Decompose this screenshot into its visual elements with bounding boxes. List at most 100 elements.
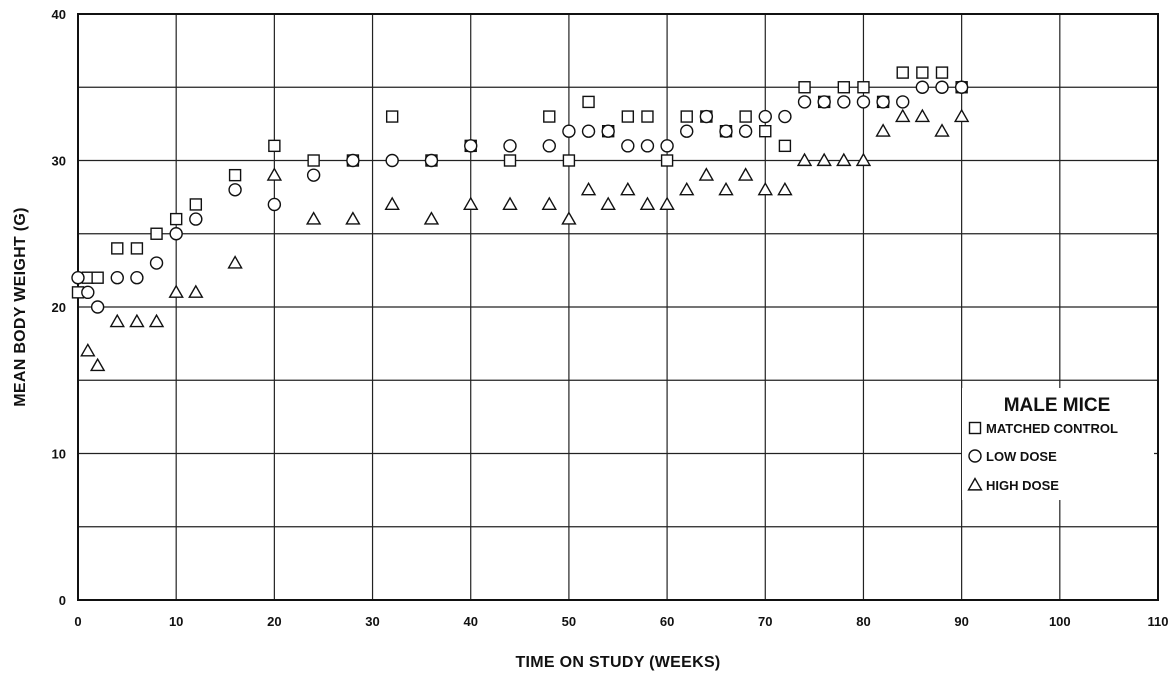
circle-point [680, 124, 694, 138]
triangle-point [875, 123, 891, 137]
triangle-point [914, 108, 931, 123]
x-tick-label: 70 [758, 614, 772, 629]
square-point [111, 242, 124, 255]
circle-point [738, 124, 753, 138]
legend-circle-icon [968, 449, 982, 463]
triangle-point [129, 313, 145, 328]
circle-point [503, 139, 517, 153]
triangle-point [188, 284, 204, 298]
square-point [935, 66, 949, 79]
circle-point [758, 109, 772, 124]
triangle-point [148, 313, 165, 328]
circle-point [149, 256, 164, 270]
triangle-point [227, 255, 243, 269]
y-tick-label: 40 [52, 7, 66, 22]
triangle-point [423, 211, 440, 225]
square-point [759, 124, 772, 138]
triangle-point [463, 196, 479, 211]
circle-point [189, 212, 203, 226]
triangle-point [855, 152, 872, 167]
circle-point [581, 124, 596, 138]
circle-point [601, 124, 615, 138]
triangle-point [836, 152, 852, 167]
square-point [150, 227, 163, 240]
plot-frame [77, 13, 1159, 601]
circle-point [954, 80, 969, 94]
triangle-point [718, 181, 734, 196]
circle-point [621, 139, 635, 153]
circle-point [71, 271, 85, 285]
grid-lines [78, 14, 1158, 600]
triangle-point [600, 196, 616, 211]
legend-background [962, 388, 1154, 500]
x-tick-label: 30 [365, 614, 379, 629]
square-point [621, 110, 635, 123]
y-tick-label: 0 [59, 593, 66, 608]
square-point [385, 110, 399, 123]
triangle-point [777, 181, 793, 196]
square-point [130, 242, 144, 255]
x-tick-label: 0 [74, 614, 81, 629]
square-point [680, 110, 693, 123]
triangle-point [80, 343, 96, 357]
circle-point [562, 124, 576, 138]
y-axis-title: MEAN BODY WEIGHT (G) [12, 207, 29, 406]
square-point [660, 154, 674, 167]
square-point [169, 212, 183, 226]
triangle-point [345, 211, 361, 225]
triangle-point [757, 181, 773, 196]
square-point [189, 198, 203, 211]
circle-point [935, 80, 949, 94]
circle-point [169, 227, 183, 241]
legend-label: MATCHED CONTROL [986, 421, 1118, 436]
triangle-point [502, 196, 518, 211]
circle-point [876, 95, 890, 109]
triangle-point [384, 196, 400, 211]
triangle-point [561, 211, 577, 225]
data-points [71, 66, 970, 372]
circle-point [81, 285, 95, 300]
legend-title: MALE MICE [1004, 395, 1111, 416]
x-tick-label: 10 [169, 614, 183, 629]
square-point [778, 139, 792, 153]
x-tick-label: 60 [660, 614, 674, 629]
triangle-point [266, 167, 283, 181]
square-point [503, 154, 517, 167]
y-tick-label: 10 [52, 447, 66, 462]
legend-items: MATCHED CONTROL LOW DOSE HIGH DOSE [967, 421, 1118, 493]
circle-point [797, 95, 812, 109]
circle-point [385, 153, 399, 168]
legend-label: HIGH DOSE [986, 478, 1059, 493]
square-point [562, 154, 576, 167]
x-tick-label: 110 [1148, 614, 1168, 629]
circle-point [424, 153, 439, 168]
triangle-point [89, 357, 106, 372]
legend-square-icon [968, 421, 982, 435]
x-tick-label: 40 [463, 614, 477, 629]
x-tick-label: 100 [1049, 614, 1071, 629]
circle-point [856, 95, 871, 109]
square-point [837, 81, 851, 94]
x-tick-label: 50 [562, 614, 576, 629]
triangle-point [698, 167, 715, 181]
triangle-point [580, 181, 597, 196]
triangle-point [934, 123, 950, 137]
triangle-point [639, 196, 656, 211]
circle-point [837, 95, 851, 109]
square-point [641, 110, 654, 123]
legend: MALE MICE MATCHED CONTROL LOW DOSE HIGH DO… [962, 388, 1154, 500]
square-point [228, 168, 242, 182]
circle-point [306, 168, 321, 182]
x-axis-title: TIME ON STUDY (WEEKS) [515, 654, 720, 671]
square-point [543, 110, 556, 123]
y-tick-label: 30 [52, 154, 66, 169]
circle-point [267, 197, 282, 212]
x-tick-labels: 0 10 20 30 40 50 60 70 80 90 100 110 [74, 614, 1168, 629]
circle-point [110, 271, 124, 285]
triangle-point [737, 167, 754, 181]
circle-point [699, 109, 714, 124]
legend-triangle-icon [967, 477, 983, 491]
square-point [582, 95, 595, 109]
triangle-point [796, 152, 813, 167]
